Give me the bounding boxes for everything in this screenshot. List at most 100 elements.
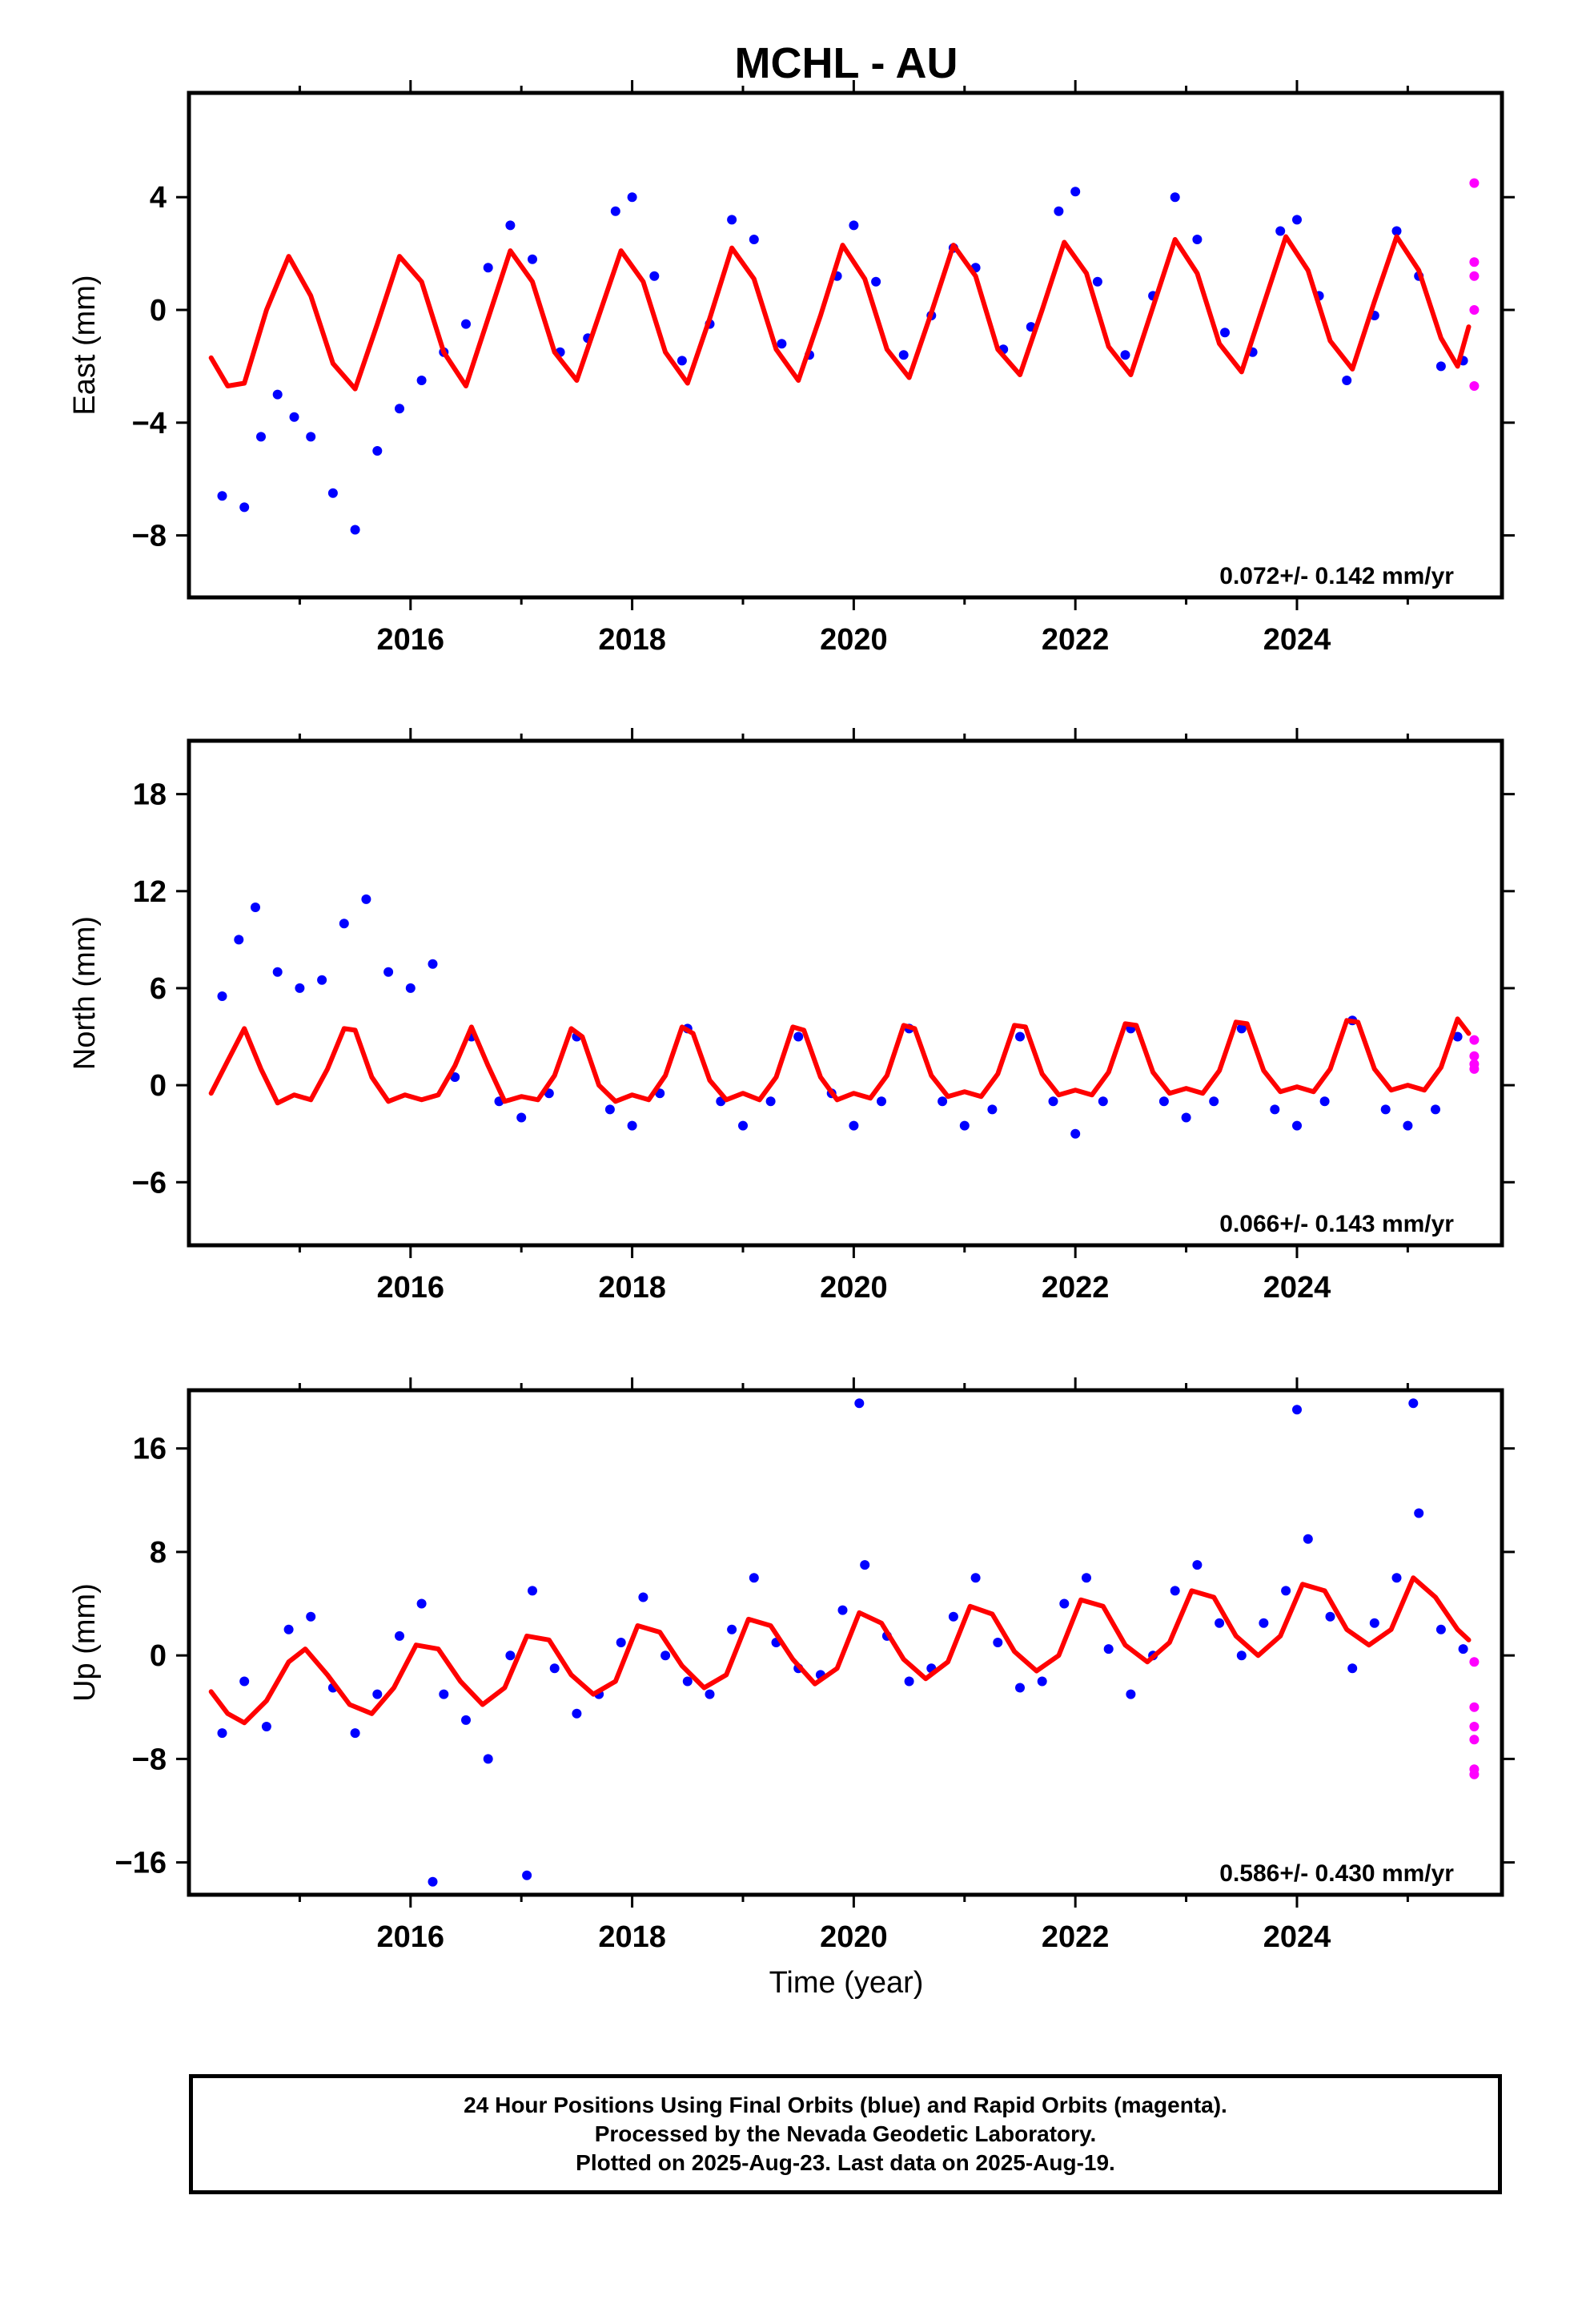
x-tick-label: 2024: [1263, 623, 1331, 657]
final-orbit-point: [959, 1120, 970, 1131]
final-orbit-point: [405, 983, 416, 993]
final-orbit-point: [627, 192, 637, 203]
final-orbit-point: [483, 263, 493, 273]
y-axis-label: Up (mm): [68, 1583, 102, 1702]
y-tick-label: −16: [115, 1847, 167, 1880]
final-orbit-point: [1435, 361, 1446, 372]
rapid-orbit-point: [1469, 1051, 1480, 1061]
final-orbit-point: [616, 1638, 626, 1647]
final-orbit-point: [1192, 235, 1203, 244]
final-orbit-point: [439, 1689, 449, 1699]
final-orbit-point: [306, 1611, 316, 1622]
final-orbit-point: [1120, 350, 1130, 360]
rapid-orbit-point: [1469, 271, 1480, 281]
y-tick-label: −6: [132, 1166, 167, 1200]
final-orbit-point: [1403, 1120, 1413, 1131]
rapid-orbit-point: [1469, 1769, 1480, 1779]
final-orbit-point: [849, 1120, 859, 1131]
footer-line-3: Plotted on 2025-Aug-23. Last data on 202…: [576, 2150, 1115, 2175]
final-orbit-point: [1292, 1120, 1302, 1131]
plot-frame: [187, 1388, 1504, 1897]
y-tick-label: 8: [150, 1536, 167, 1570]
final-orbit-point: [289, 412, 299, 422]
final-orbit-point: [948, 1611, 958, 1622]
rapid-orbit-point: [1469, 257, 1480, 267]
final-orbit-point: [1380, 1104, 1391, 1115]
footer-line-2: Processed by the Nevada Geodetic Laborat…: [594, 2121, 1097, 2146]
y-tick-label: 6: [150, 972, 167, 1006]
final-orbit-point: [738, 1120, 748, 1131]
final-orbit-point: [854, 1398, 865, 1409]
final-orbit-point: [1275, 226, 1286, 236]
rapid-orbit-point: [1469, 1035, 1480, 1045]
final-orbit-point: [1170, 1586, 1180, 1596]
y-tick-label: −8: [132, 520, 167, 553]
final-orbit-point: [938, 1096, 948, 1107]
final-orbit-point: [1369, 1618, 1379, 1628]
velocity-rate-label: 0.586+/- 0.430 mm/yr: [1219, 1860, 1454, 1887]
final-orbit-point: [1209, 1096, 1219, 1107]
final-orbit-point: [898, 350, 909, 360]
final-orbit-point: [1236, 1651, 1247, 1661]
x-tick-label: 2018: [598, 1271, 666, 1305]
rapid-orbit-point: [1469, 1063, 1480, 1074]
final-orbit-point: [1414, 1508, 1424, 1518]
final-orbit-point: [1103, 1644, 1114, 1655]
model-curve: [208, 234, 1472, 392]
final-orbit-point: [1192, 1560, 1203, 1570]
final-orbit-point: [428, 959, 438, 969]
x-tick-label: 2020: [820, 1271, 888, 1305]
final-orbit-point: [837, 1605, 848, 1615]
final-orbit-point: [749, 235, 759, 244]
final-orbit-point: [993, 1638, 1003, 1647]
final-orbit-point: [483, 1754, 493, 1764]
final-orbit-point: [572, 1708, 582, 1719]
final-orbit-point: [461, 319, 471, 329]
final-orbit-point: [317, 975, 327, 985]
x-tick-label: 2018: [598, 1920, 666, 1954]
x-tick-label: 2020: [820, 623, 888, 657]
east-panel: −8 −4 0 4 2016 2018 2020 2022 2024 East (mm) 0.072…: [68, 80, 1515, 657]
final-orbit-point: [1431, 1104, 1440, 1115]
final-orbit-point: [1070, 187, 1081, 197]
final-orbit-point: [970, 1573, 981, 1583]
final-orbit-point: [217, 491, 227, 501]
final-orbit-point: [1303, 1534, 1313, 1544]
final-orbit-point: [682, 1676, 693, 1687]
final-orbit-point: [372, 1689, 383, 1699]
final-orbit-point: [217, 991, 227, 1001]
final-orbit-point: [428, 1876, 438, 1887]
x-tick-label: 2022: [1042, 1271, 1110, 1305]
north-panel: −6 0 6 12 18 2016 2018 2020 2022 2024 North (mm) 0.…: [68, 728, 1515, 1305]
final-orbit-point: [505, 220, 516, 231]
final-orbit-point: [234, 935, 244, 945]
final-orbit-point: [505, 1651, 516, 1661]
final-orbit-point: [350, 525, 360, 535]
final-orbit-point: [461, 1715, 471, 1725]
final-orbit-point: [306, 432, 316, 442]
y-tick-label: −4: [132, 407, 167, 440]
y-tick-label: −8: [132, 1743, 167, 1776]
final-orbit-point: [1292, 215, 1302, 225]
final-orbit-point: [765, 1096, 776, 1107]
final-orbit-point: [395, 404, 404, 414]
y-tick-label: 0: [150, 1639, 167, 1673]
final-orbit-point: [1048, 1096, 1058, 1107]
final-orbit-point: [849, 220, 859, 231]
y-tick-label: 4: [150, 181, 167, 215]
final-orbit-point: [1408, 1398, 1419, 1409]
plot-title: MCHL - AU: [735, 39, 958, 87]
final-orbit-point: [727, 1624, 737, 1634]
x-tick-label: 2024: [1263, 1920, 1331, 1954]
plot-frame: [187, 90, 1504, 600]
final-orbit-point: [1236, 1023, 1247, 1034]
final-orbit-point: [1037, 1676, 1047, 1687]
final-orbit-point: [677, 356, 687, 366]
final-orbit-point: [705, 1689, 715, 1699]
final-orbit-point: [1220, 328, 1230, 338]
velocity-rate-label: 0.072+/- 0.142 mm/yr: [1219, 563, 1454, 589]
final-orbit-point: [327, 488, 338, 498]
final-orbit-point: [217, 1728, 227, 1739]
final-orbit-point: [1126, 1689, 1136, 1699]
final-orbit-point: [638, 1592, 648, 1602]
